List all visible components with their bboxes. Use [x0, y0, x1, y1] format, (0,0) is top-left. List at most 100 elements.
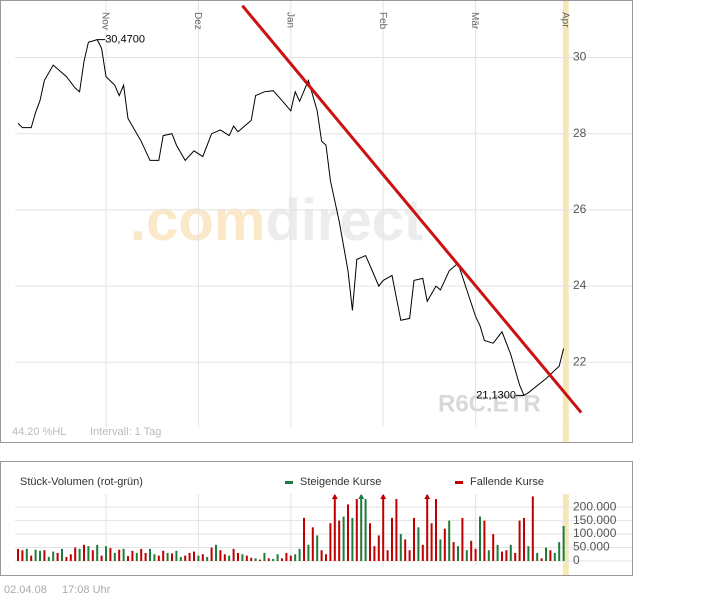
volume-bar — [21, 550, 24, 561]
volume-bar — [228, 555, 231, 561]
volume-bar — [135, 552, 138, 561]
volume-bar — [443, 528, 446, 561]
volume-bar — [109, 548, 112, 561]
volume-bar — [118, 549, 121, 561]
annotation: 21,1300 — [476, 389, 516, 401]
volume-bar — [289, 555, 292, 561]
volume-bar — [175, 550, 178, 561]
volume-bar — [487, 550, 490, 561]
volume-bar — [241, 554, 244, 561]
volume-bar — [540, 558, 543, 561]
volume-bar — [492, 534, 495, 561]
volume-bar — [426, 495, 429, 561]
volume-bar — [527, 546, 530, 561]
volume-bar — [131, 550, 134, 561]
volume-bar — [285, 552, 288, 561]
volume-bar — [250, 557, 253, 561]
y-tick-label: 22 — [573, 354, 587, 368]
volume-bar — [69, 554, 72, 561]
note: 44.20 %HL — [12, 426, 66, 438]
volume-bar — [369, 523, 371, 561]
volume-bar — [144, 552, 147, 561]
volume-bar — [536, 552, 539, 561]
volume-bar — [470, 540, 473, 561]
price-line — [17, 38, 565, 397]
x-tick-label: Apr — [559, 12, 570, 28]
volume-bar — [448, 520, 451, 561]
volume-bar — [545, 547, 547, 561]
volume-bar — [210, 547, 213, 561]
volume-title: Stück-Volumen (rot-grün) — [20, 476, 143, 488]
volume-bar — [501, 551, 503, 561]
volume-bar — [157, 555, 160, 561]
volume-bar — [452, 542, 455, 561]
overflow-arrow — [380, 494, 387, 499]
annotation: 30,4700 — [105, 34, 145, 46]
volume-bar — [281, 558, 283, 561]
volume-bar — [61, 548, 63, 561]
footer-date: 02.04.08 — [4, 584, 47, 596]
volume-bar — [65, 556, 68, 561]
volume-bar — [413, 517, 415, 561]
volume-bar — [342, 516, 345, 561]
legend-label: Steigende Kurse — [300, 476, 381, 488]
volume-bar — [78, 548, 81, 561]
volume-bar — [364, 499, 367, 561]
volume-bar — [399, 534, 402, 561]
volume-bar — [259, 559, 261, 561]
volume-bar — [311, 527, 314, 561]
x-tick-label: Dez — [192, 12, 203, 30]
volume-bar — [223, 554, 226, 561]
volume-bar — [52, 551, 55, 561]
volume-bar — [496, 544, 499, 561]
volume-bar — [215, 544, 217, 561]
volume-bar — [373, 546, 376, 561]
volume-bar — [263, 552, 266, 561]
volume-bar — [355, 499, 358, 561]
volume-bar — [298, 548, 301, 561]
volume-bar — [87, 546, 90, 561]
legend-label: Fallende Kurse — [470, 476, 544, 488]
volume-bar — [514, 552, 517, 561]
volume-bar — [100, 555, 103, 561]
volume-bar — [184, 555, 187, 561]
watermark: .comdirect — [130, 188, 423, 253]
watermark-direct: direct — [265, 188, 423, 253]
volume-bar — [474, 548, 477, 561]
volume-bar — [179, 556, 182, 561]
x-tick-label: Jan — [284, 12, 295, 28]
volume-bar — [562, 525, 565, 561]
volume-bar — [162, 550, 165, 561]
volume-bar — [320, 550, 323, 561]
x-tick-label: Feb — [377, 12, 388, 30]
volume-bar — [483, 520, 486, 561]
volume-bar — [523, 517, 525, 561]
volume-bar — [39, 550, 41, 561]
volume-bar — [531, 496, 534, 561]
volume-bar — [505, 550, 508, 561]
volume-bar — [96, 544, 99, 561]
volume-bar — [34, 549, 37, 561]
volume-bar — [421, 544, 424, 561]
volume-bar — [325, 554, 327, 561]
volume-bar — [558, 542, 561, 561]
volume-bar — [17, 548, 19, 561]
y-tick-label: 0 — [573, 553, 580, 567]
volume-bar — [56, 552, 59, 561]
volume-bar — [461, 517, 464, 561]
volume-bar — [465, 550, 468, 561]
overflow-arrow — [424, 494, 431, 499]
volume-bar — [140, 548, 143, 561]
volume-bar — [351, 517, 354, 561]
volume-bar — [382, 495, 385, 561]
watermark-com: .com — [130, 188, 265, 253]
volume-bar — [201, 554, 204, 561]
volume-bar — [105, 546, 107, 561]
volume-bar — [307, 544, 310, 561]
volume-bar — [113, 552, 116, 561]
volume-bar — [303, 517, 305, 561]
volume-bar — [272, 558, 275, 561]
volume-bar — [316, 535, 319, 561]
